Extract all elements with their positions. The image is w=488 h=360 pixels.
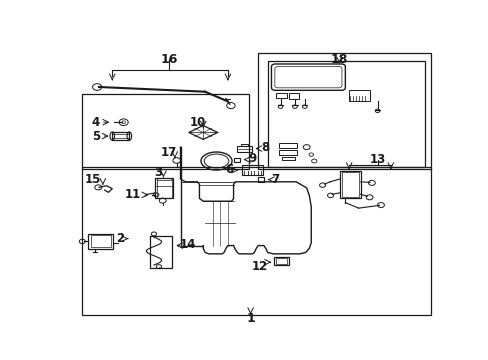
Bar	[275, 93, 287, 98]
Text: 11: 11	[125, 188, 141, 201]
Text: 13: 13	[369, 153, 385, 166]
Bar	[82, 94, 248, 169]
Text: 10: 10	[189, 116, 205, 129]
Bar	[258, 53, 430, 169]
Bar	[289, 93, 298, 99]
Text: 12: 12	[251, 260, 267, 273]
Bar	[88, 234, 113, 249]
Bar	[279, 143, 297, 148]
Bar	[274, 257, 288, 265]
Bar	[341, 172, 358, 197]
Bar	[82, 167, 430, 315]
Bar	[281, 157, 294, 160]
Text: 15: 15	[85, 172, 102, 185]
Bar	[233, 158, 240, 162]
Bar	[155, 179, 173, 198]
Bar	[267, 61, 424, 167]
Text: 16: 16	[160, 53, 178, 66]
Bar	[112, 132, 129, 140]
Text: 2: 2	[116, 232, 123, 245]
Text: 3: 3	[153, 166, 162, 179]
Bar	[237, 146, 251, 152]
Bar	[242, 165, 263, 175]
Bar	[90, 235, 111, 247]
Bar	[348, 90, 369, 101]
Bar	[258, 177, 264, 182]
Text: 7: 7	[271, 172, 279, 185]
Text: 5: 5	[92, 130, 101, 143]
Bar	[240, 144, 247, 146]
Text: 1: 1	[246, 312, 254, 325]
Text: 4: 4	[91, 116, 99, 129]
Text: 18: 18	[330, 53, 347, 66]
Text: 9: 9	[248, 152, 256, 165]
Bar	[275, 258, 287, 264]
Text: 14: 14	[180, 238, 196, 251]
Bar	[279, 150, 297, 155]
Bar	[157, 179, 171, 180]
Bar	[150, 236, 172, 268]
Text: 8: 8	[261, 141, 269, 154]
Text: 17: 17	[161, 146, 177, 159]
Bar	[339, 171, 360, 198]
Text: 6: 6	[225, 163, 233, 176]
